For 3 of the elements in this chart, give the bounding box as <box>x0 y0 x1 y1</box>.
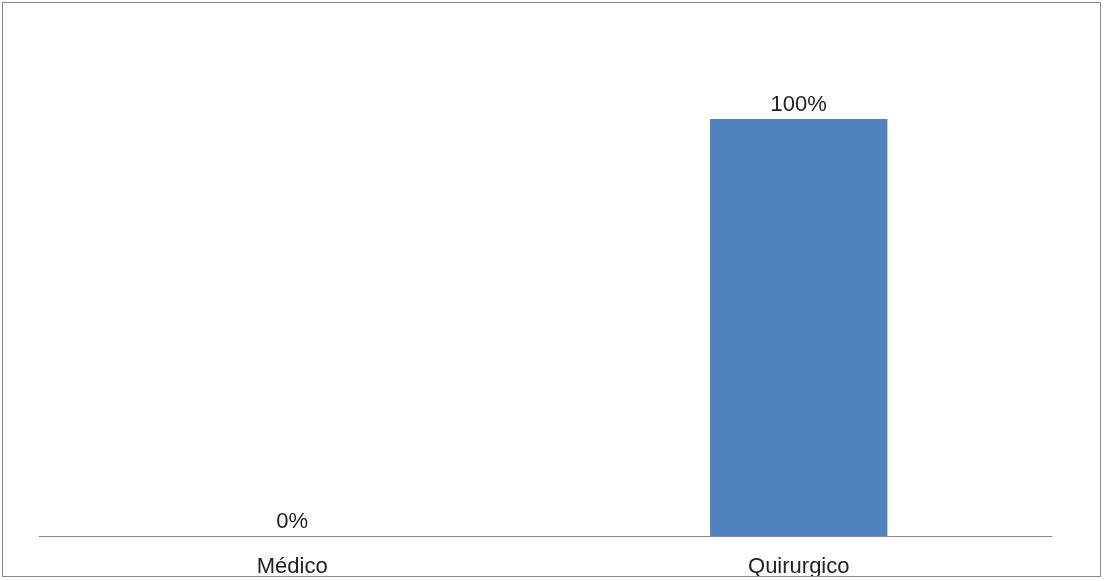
data-label: 0% <box>276 507 309 533</box>
data-label: 100% <box>770 90 827 116</box>
x-tick-label: Médico <box>256 552 328 578</box>
